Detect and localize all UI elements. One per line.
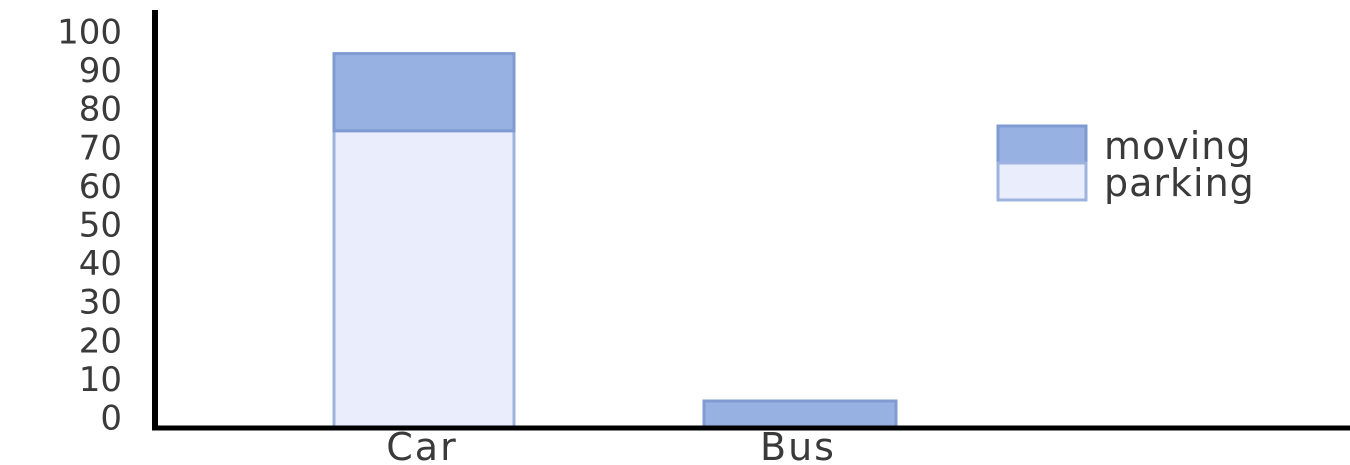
y-tick-label: 100 [57, 13, 122, 53]
x-category-label: Bus [760, 425, 836, 465]
y-tick-label: 50 [79, 206, 122, 246]
y-tick-label: 90 [79, 51, 122, 91]
x-category-label: Car [386, 425, 457, 465]
legend-swatch-moving [996, 124, 1088, 165]
y-tick-label: 10 [79, 360, 122, 400]
legend-label-parking: parking [1104, 161, 1255, 205]
y-tick-label: 30 [79, 283, 122, 323]
y-tick-label: 0 [100, 399, 122, 439]
y-tick-label: 60 [79, 167, 122, 207]
legend-label-moving: moving [1104, 124, 1252, 168]
y-tick-label: 40 [79, 244, 122, 284]
axes [152, 10, 1350, 431]
bar-car-parking [332, 129, 516, 430]
bar-bus-moving [702, 399, 898, 430]
y-tick-label: 70 [79, 128, 122, 168]
bars [332, 52, 898, 430]
y-tick-label: 20 [79, 321, 122, 361]
y-tick-label: 80 [79, 90, 122, 130]
bar-car-moving [332, 52, 516, 133]
x-axis-labels: Car Bus [386, 425, 836, 465]
legend-swatch-parking [996, 161, 1088, 202]
